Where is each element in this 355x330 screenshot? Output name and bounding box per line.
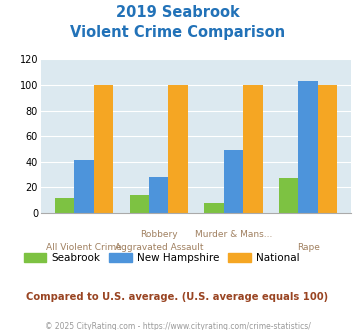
Legend: Seabrook, New Hampshire, National: Seabrook, New Hampshire, National — [20, 248, 304, 267]
Text: © 2025 CityRating.com - https://www.cityrating.com/crime-statistics/: © 2025 CityRating.com - https://www.city… — [45, 322, 310, 330]
Bar — [130, 195, 149, 213]
Text: Aggravated Assault: Aggravated Assault — [115, 244, 203, 252]
Text: Robbery: Robbery — [140, 230, 178, 239]
Bar — [299, 81, 318, 213]
Bar — [74, 160, 94, 213]
Text: Rape: Rape — [297, 244, 320, 252]
Text: All Violent Crime: All Violent Crime — [46, 244, 122, 252]
Bar — [243, 85, 263, 213]
Text: Violent Crime Comparison: Violent Crime Comparison — [70, 25, 285, 40]
Text: Murder & Mans...: Murder & Mans... — [195, 230, 272, 239]
Bar — [204, 203, 224, 213]
Text: Compared to U.S. average. (U.S. average equals 100): Compared to U.S. average. (U.S. average … — [26, 292, 329, 302]
Bar — [318, 85, 337, 213]
Bar — [224, 150, 243, 213]
Text: 2019 Seabrook: 2019 Seabrook — [116, 5, 239, 20]
Bar — [149, 177, 169, 213]
Bar — [94, 85, 113, 213]
Bar — [169, 85, 188, 213]
Bar — [279, 178, 299, 213]
Bar — [55, 197, 74, 213]
